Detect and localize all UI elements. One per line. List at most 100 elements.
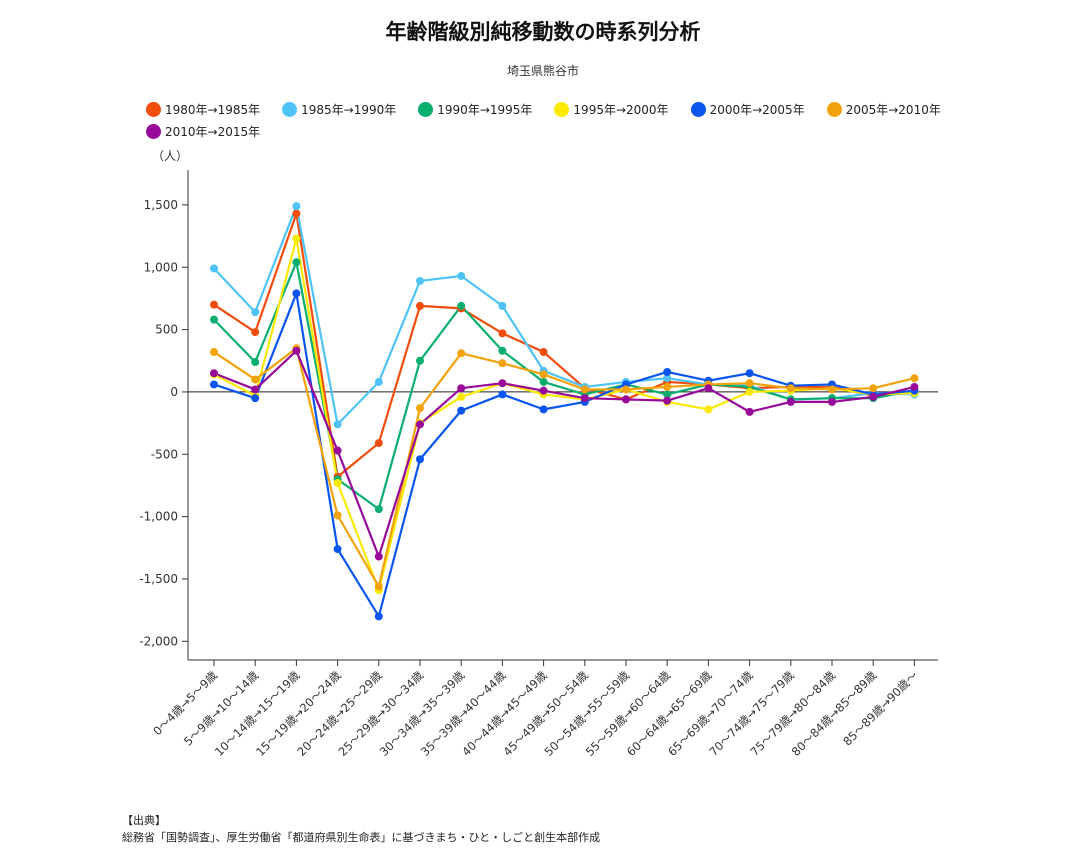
y-tick-label: 1,500 bbox=[144, 198, 178, 212]
legend-item[interactable]: 2000年→2005年 bbox=[690, 98, 805, 120]
data-point bbox=[704, 405, 713, 414]
legend-label: 2010年→2015年 bbox=[165, 124, 261, 139]
data-point bbox=[210, 369, 218, 378]
legend-label: 1990年→1995年 bbox=[437, 102, 533, 117]
data-point bbox=[786, 397, 795, 406]
data-point bbox=[457, 301, 466, 310]
data-point bbox=[251, 308, 260, 317]
series-line-5 bbox=[213, 347, 915, 588]
data-point bbox=[498, 379, 507, 388]
data-point bbox=[292, 258, 301, 267]
data-point bbox=[828, 397, 836, 406]
data-point bbox=[374, 612, 383, 621]
data-point bbox=[210, 348, 218, 357]
data-point bbox=[539, 405, 548, 414]
legend-item[interactable]: 2005年→2010年 bbox=[826, 98, 941, 120]
data-point bbox=[416, 301, 424, 310]
legend-label: 2000年→2005年 bbox=[709, 102, 805, 117]
axes: 1,5001,0005000-500-1,000-1,500-2,0000～4歳… bbox=[139, 170, 938, 759]
x-tick-label: 85～89歳→90歳～ bbox=[840, 668, 921, 749]
legend-label: 1985年→1990年 bbox=[301, 102, 397, 117]
data-point bbox=[374, 552, 383, 561]
data-point bbox=[333, 478, 342, 487]
data-point bbox=[539, 377, 548, 386]
data-point bbox=[292, 209, 301, 218]
data-point bbox=[251, 328, 260, 337]
data-point bbox=[663, 367, 672, 376]
data-point bbox=[416, 455, 424, 464]
y-tick-label: -1,000 bbox=[139, 510, 178, 524]
data-point bbox=[498, 390, 507, 399]
data-point bbox=[457, 271, 466, 280]
data-point bbox=[745, 379, 754, 388]
legend-swatch bbox=[418, 101, 434, 117]
data-point bbox=[498, 359, 507, 368]
legend-item[interactable]: 1995年→2000年 bbox=[554, 98, 669, 120]
series-line-4 bbox=[213, 292, 915, 618]
legend-label: 2005年→2010年 bbox=[845, 102, 941, 117]
source-note: 【出典】 総務省「国勢調査」、厚生労働省「都道府県別生命表」に基づきまち・ひと・… bbox=[122, 812, 600, 846]
data-point bbox=[210, 315, 218, 324]
data-point bbox=[498, 301, 507, 310]
data-point bbox=[663, 374, 672, 383]
data-point bbox=[910, 382, 919, 391]
y-tick-label: 500 bbox=[155, 323, 178, 337]
data-point bbox=[704, 384, 713, 393]
y-tick-label: 1,000 bbox=[144, 260, 178, 274]
data-point bbox=[251, 358, 260, 367]
data-point bbox=[539, 386, 548, 395]
series-lines bbox=[213, 205, 915, 618]
data-point bbox=[580, 394, 589, 403]
data-point bbox=[498, 329, 507, 338]
data-point bbox=[622, 395, 630, 404]
data-point bbox=[333, 511, 342, 520]
data-point bbox=[457, 384, 466, 393]
y-tick-label: -2,000 bbox=[139, 634, 178, 648]
legend-item[interactable]: 2010年→2015年 bbox=[146, 120, 260, 142]
legend-swatch bbox=[146, 123, 161, 139]
legend-item[interactable]: 1985年→1990年 bbox=[282, 98, 396, 120]
data-point bbox=[745, 387, 754, 396]
data-point bbox=[374, 439, 383, 448]
y-axis-unit-label: （人） bbox=[152, 149, 188, 163]
data-point bbox=[663, 390, 672, 399]
data-point bbox=[663, 396, 672, 405]
y-tick-label: -1,500 bbox=[139, 572, 178, 586]
data-point bbox=[580, 385, 589, 394]
data-point bbox=[374, 377, 383, 386]
data-point bbox=[374, 505, 383, 514]
series-line-6 bbox=[213, 349, 915, 558]
legend-swatch bbox=[282, 101, 298, 117]
legend-item[interactable]: 1990年→1995年 bbox=[418, 98, 532, 120]
data-point bbox=[786, 384, 795, 393]
data-point bbox=[416, 276, 424, 285]
data-point bbox=[745, 407, 754, 416]
data-point bbox=[745, 369, 754, 378]
source-heading: 【出典】 bbox=[122, 814, 166, 827]
data-point bbox=[210, 380, 218, 389]
legend-swatch bbox=[554, 101, 570, 117]
legend-item[interactable]: 1980年→1985年 bbox=[146, 98, 260, 120]
data-point bbox=[333, 420, 342, 429]
chart-subtitle: 埼玉県熊谷市 bbox=[506, 64, 579, 78]
data-point bbox=[292, 289, 301, 298]
data-point bbox=[539, 370, 548, 379]
data-point bbox=[251, 385, 260, 394]
data-point bbox=[416, 404, 424, 413]
data-point bbox=[869, 384, 878, 393]
legend-label: 1995年→2000年 bbox=[573, 102, 669, 117]
data-point bbox=[457, 392, 466, 401]
data-point bbox=[869, 392, 878, 401]
data-point bbox=[910, 374, 919, 383]
legend-swatch bbox=[146, 101, 161, 117]
data-point bbox=[251, 375, 260, 384]
data-point bbox=[333, 446, 342, 455]
data-point bbox=[292, 202, 301, 211]
chart-title: 年齢階級別純移動数の時系列分析 bbox=[385, 20, 701, 44]
y-tick-label: -500 bbox=[151, 447, 178, 461]
y-tick-label: 0 bbox=[170, 385, 178, 399]
data-point bbox=[457, 349, 466, 358]
source-text: 総務省「国勢調査」、厚生労働省「都道府県別生命表」に基づきまち・ひと・しごと創生… bbox=[122, 831, 601, 844]
series-line-3 bbox=[213, 237, 915, 592]
data-point bbox=[251, 394, 260, 403]
